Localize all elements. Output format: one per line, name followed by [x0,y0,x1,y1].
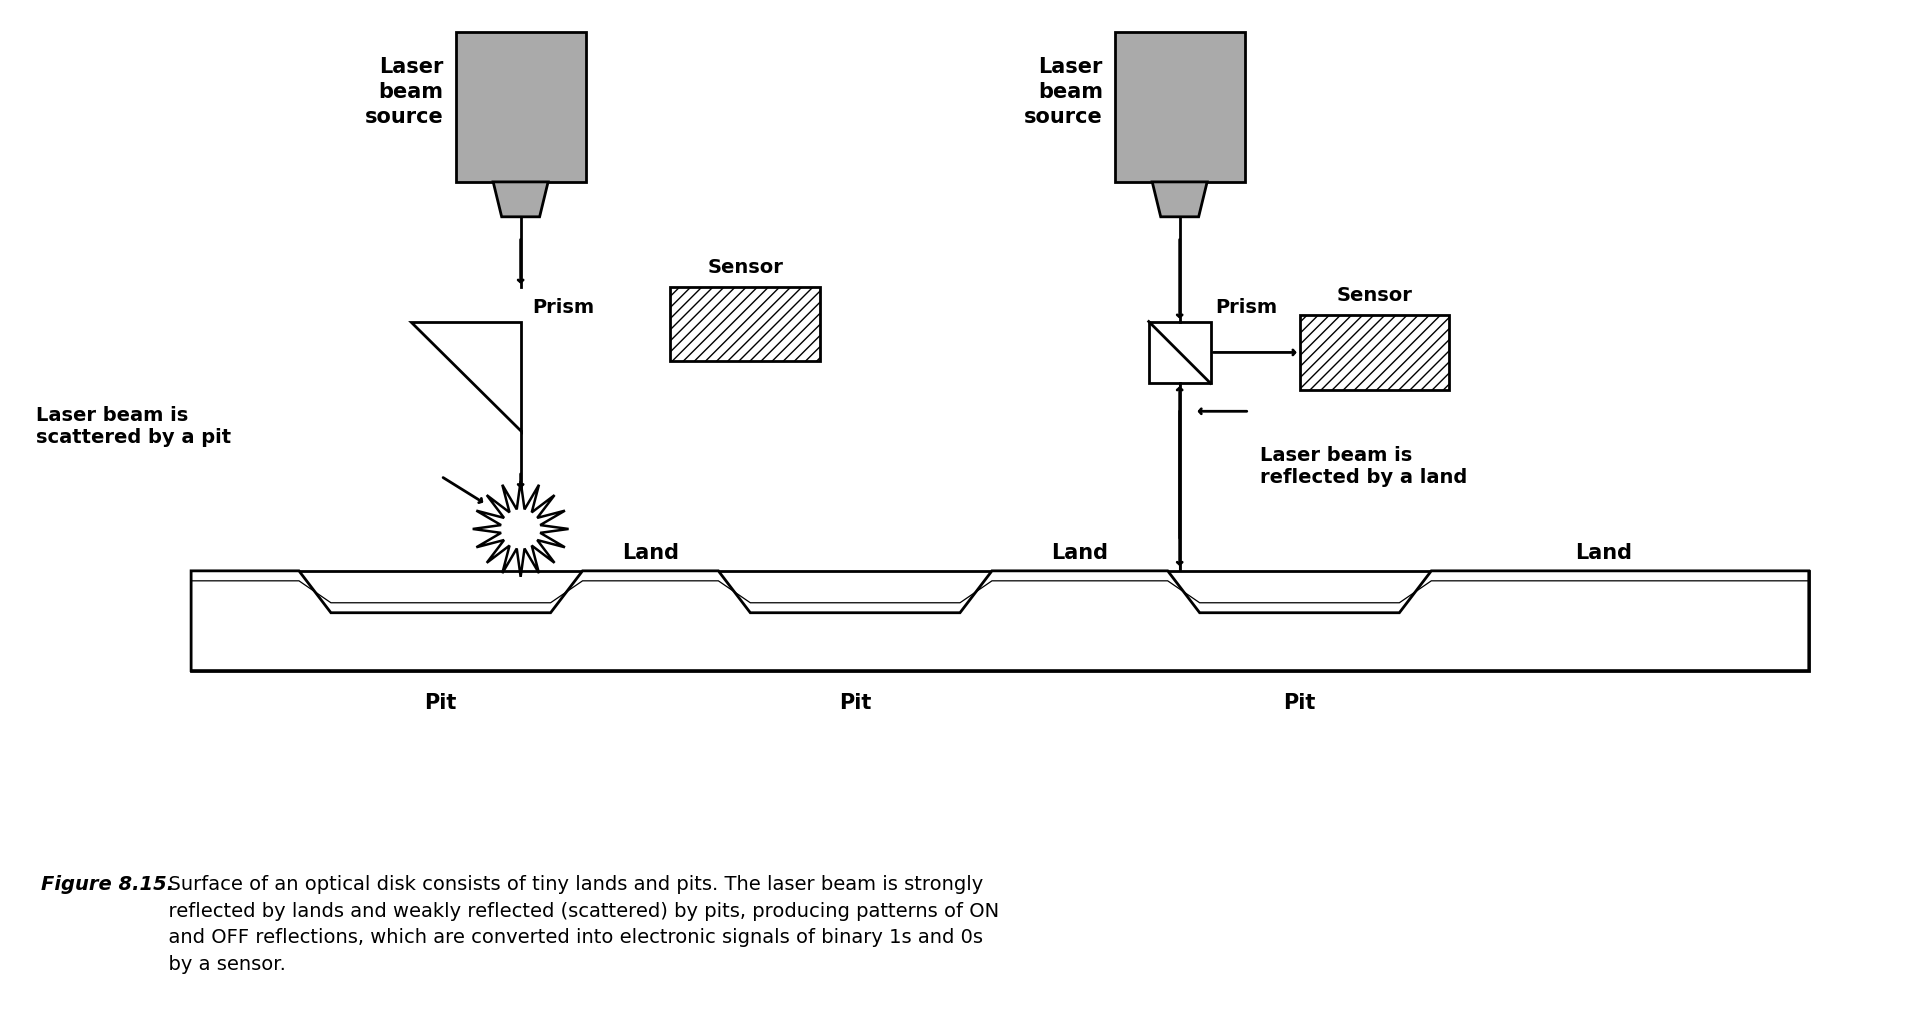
Text: Sensor: Sensor [1336,286,1413,305]
Text: Prism: Prism [1215,298,1277,317]
Text: Land: Land [1576,543,1632,563]
Polygon shape [493,181,547,217]
Bar [192,571,1809,670]
Polygon shape [1152,181,1208,217]
Polygon shape [411,322,520,431]
Bar [1148,322,1212,384]
Bar [670,287,820,362]
Text: Pit: Pit [839,693,872,712]
Text: Surface of an optical disk consists of tiny lands and pits. The laser beam is st: Surface of an optical disk consists of t… [156,875,998,973]
Text: Laser
beam
source: Laser beam source [1023,58,1102,127]
Polygon shape [192,571,1809,670]
Text: Pit: Pit [424,693,457,712]
Text: Land: Land [1052,543,1108,563]
Text: Figure 8.15.: Figure 8.15. [42,875,175,894]
Bar [1116,32,1244,181]
Text: Prism: Prism [532,298,595,317]
Text: Pit: Pit [1283,693,1315,712]
Text: Laser
beam
source: Laser beam source [365,58,444,127]
Bar [1300,315,1450,390]
Text: Sensor: Sensor [707,258,783,276]
Text: Land: Land [622,543,680,563]
Polygon shape [472,481,568,576]
Bar [455,32,586,181]
Text: Laser beam is
scattered by a pit: Laser beam is scattered by a pit [36,406,232,447]
Text: Laser beam is
reflected by a land: Laser beam is reflected by a land [1260,446,1467,488]
